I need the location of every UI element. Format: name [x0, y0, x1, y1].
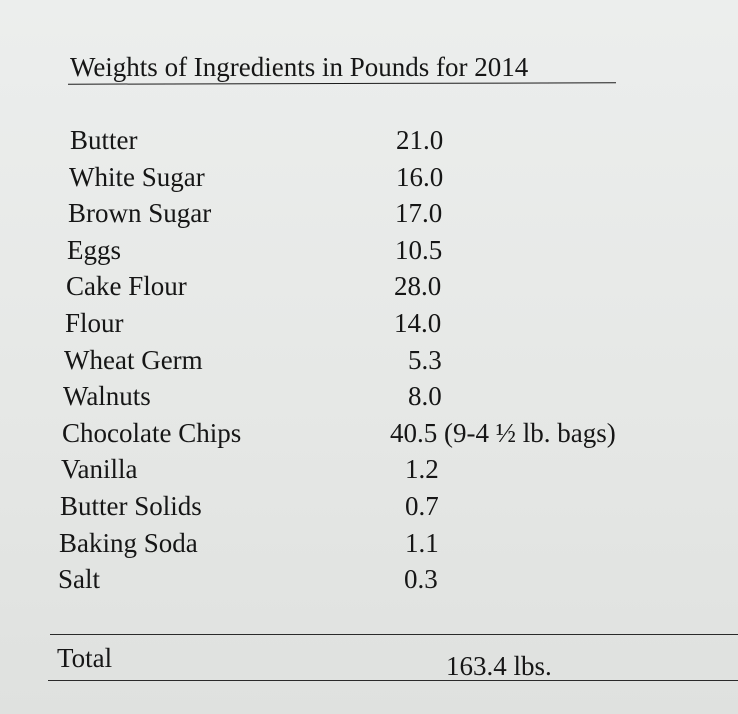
- ingredient-weight: 10.5: [395, 234, 443, 265]
- total-label: Total: [57, 643, 113, 673]
- ingredient-list: Butter 21.0 White Sugar 16.0 Brown Sugar…: [0, 123, 738, 599]
- ingredient-name: White Sugar: [69, 161, 205, 192]
- ingredient-weight: 0.3: [404, 564, 438, 595]
- ingredient-name: Flour: [65, 307, 124, 338]
- ingredient-name: Butter Solids: [60, 490, 202, 521]
- ingredient-weight: 0.7: [405, 490, 439, 521]
- ingredient-row: Salt 0.3: [0, 562, 738, 599]
- ingredient-row: Baking Soda 1.1: [0, 526, 738, 563]
- ingredient-weight: 8.0: [408, 381, 442, 412]
- ingredient-row: Butter Solids 0.7: [0, 489, 738, 526]
- ingredient-row: Cake Flour 28.0: [0, 269, 738, 306]
- title-underline: [67, 82, 617, 85]
- ingredient-name: Walnuts: [63, 381, 151, 412]
- document-title: Weights of Ingredients in Pounds for 201…: [70, 52, 529, 82]
- ingredient-weight: 17.0: [395, 198, 443, 229]
- ingredient-name: Vanilla: [61, 454, 138, 485]
- total-bottom-rule: [48, 680, 738, 681]
- ingredient-row: White Sugar 16.0: [0, 160, 738, 197]
- ingredient-name: Chocolate Chips: [62, 417, 242, 448]
- total-value: 163.4 lbs.: [446, 651, 552, 681]
- ingredient-weight: 14.0: [394, 307, 442, 338]
- ingredient-row: Brown Sugar 17.0: [0, 196, 738, 233]
- ingredient-row: Eggs 10.5: [0, 233, 738, 270]
- ingredient-name: Baking Soda: [59, 527, 198, 558]
- ingredient-weight: 40.5 (9-4 ½ lb. bags): [390, 417, 616, 448]
- ingredient-name: Butter: [70, 125, 138, 155]
- ingredient-name: Eggs: [67, 234, 121, 265]
- ingredient-weight: 5.3: [408, 344, 442, 375]
- ingredient-row: Vanilla 1.2: [0, 452, 738, 489]
- ingredient-row: Chocolate Chips 40.5 (9-4 ½ lb. bags): [0, 416, 738, 453]
- ingredient-name: Salt: [58, 564, 101, 595]
- ingredient-weight: 28.0: [394, 271, 442, 302]
- ingredient-weight: 16.0: [396, 161, 444, 192]
- total-top-rule: [50, 634, 738, 635]
- ingredient-row: Flour 14.0: [0, 306, 738, 343]
- ingredient-row: Butter 21.0: [0, 123, 738, 160]
- ingredient-name: Brown Sugar: [68, 198, 212, 229]
- ingredient-row: Wheat Germ 5.3: [0, 343, 738, 380]
- ingredient-weight: 1.1: [405, 527, 439, 558]
- ingredient-name: Wheat Germ: [64, 344, 203, 375]
- ingredient-weight: 1.2: [405, 454, 439, 485]
- ingredient-name: Cake Flour: [66, 271, 187, 302]
- ingredient-weight: 21.0: [396, 125, 444, 155]
- ingredient-row: Walnuts 8.0: [0, 379, 738, 416]
